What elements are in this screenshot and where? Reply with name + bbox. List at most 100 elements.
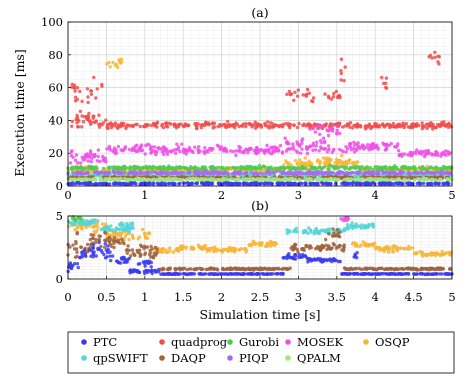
data-point [80,114,84,118]
data-point [419,170,423,174]
data-point [303,161,307,165]
data-point [112,171,116,175]
data-point [316,169,321,173]
data-point [77,177,81,182]
data-point [95,87,99,91]
data-point [223,248,228,252]
data-point [400,166,404,170]
data-point [383,166,388,171]
data-point [287,229,291,233]
data-point [169,149,174,154]
data-point [338,158,342,163]
data-point [337,235,342,239]
data-point [331,234,335,238]
data-point [359,177,364,181]
data-point [129,226,134,231]
data-point [298,158,302,162]
panel-a: (a) Execution time [ms] 0 1 2 3 4 50204060801… [12,5,456,202]
data-point [430,152,434,156]
data-point [286,267,290,271]
data-point [245,164,249,169]
data-point [381,170,385,174]
data-point [295,162,299,166]
data-point [187,123,191,128]
data-point [327,228,331,232]
data-point [288,125,292,130]
data-point [384,76,389,80]
data-point [168,246,172,250]
data-point [377,181,382,186]
data-point [180,142,184,146]
data-point [437,181,441,186]
data-point [70,167,74,171]
data-point [255,146,259,150]
data-point [289,147,293,151]
data-point [249,242,254,246]
data-point [230,267,234,271]
data-point [352,150,357,154]
data-point [244,178,249,182]
data-point [387,182,391,186]
data-point [234,182,238,186]
data-point [90,153,94,157]
data-point [438,171,443,175]
data-point [216,178,221,182]
data-point [300,147,304,151]
data-point [143,252,147,257]
data-point [247,266,251,270]
data-point [124,124,129,129]
data-point [86,100,90,105]
data-point [231,124,235,128]
data-point [406,125,410,129]
data-point [397,123,401,128]
data-point [118,181,122,185]
data-point [112,245,116,250]
data-point [225,149,229,154]
data-point [234,153,238,157]
data-point [363,223,367,228]
data-point [384,267,389,271]
data-point [182,165,186,170]
data-point [400,267,405,271]
data-point [335,171,340,175]
data-point [89,122,93,127]
data-point [113,181,118,185]
data-point [80,155,84,159]
data-point [270,125,275,129]
data-point [237,148,241,152]
data-point [100,222,105,226]
data-point [356,141,360,145]
data-point [119,148,123,152]
data-point [100,82,104,87]
data-point [170,171,174,175]
data-point [87,111,91,116]
data-point [371,223,375,227]
data-point [418,182,422,186]
data-point [422,181,426,185]
data-point [198,245,202,249]
data-point [138,145,143,149]
data-point [127,178,132,182]
data-point [116,123,121,127]
data-point [266,241,270,246]
data-point [184,152,188,156]
data-point [280,181,285,185]
data-point [190,149,194,153]
data-point [110,124,115,128]
data-point [97,125,102,129]
data-point [89,159,94,164]
data-point [92,75,96,80]
y-tick-label: 20 [48,146,63,160]
data-point [230,171,235,175]
data-point [368,266,372,271]
data-point [117,238,121,242]
data-point [442,164,446,169]
data-point [285,92,289,97]
data-point [393,267,397,271]
data-point [317,165,322,169]
data-point [151,255,155,259]
data-point [374,122,378,126]
data-point [391,247,395,252]
data-point [108,177,112,182]
data-point [80,170,84,174]
